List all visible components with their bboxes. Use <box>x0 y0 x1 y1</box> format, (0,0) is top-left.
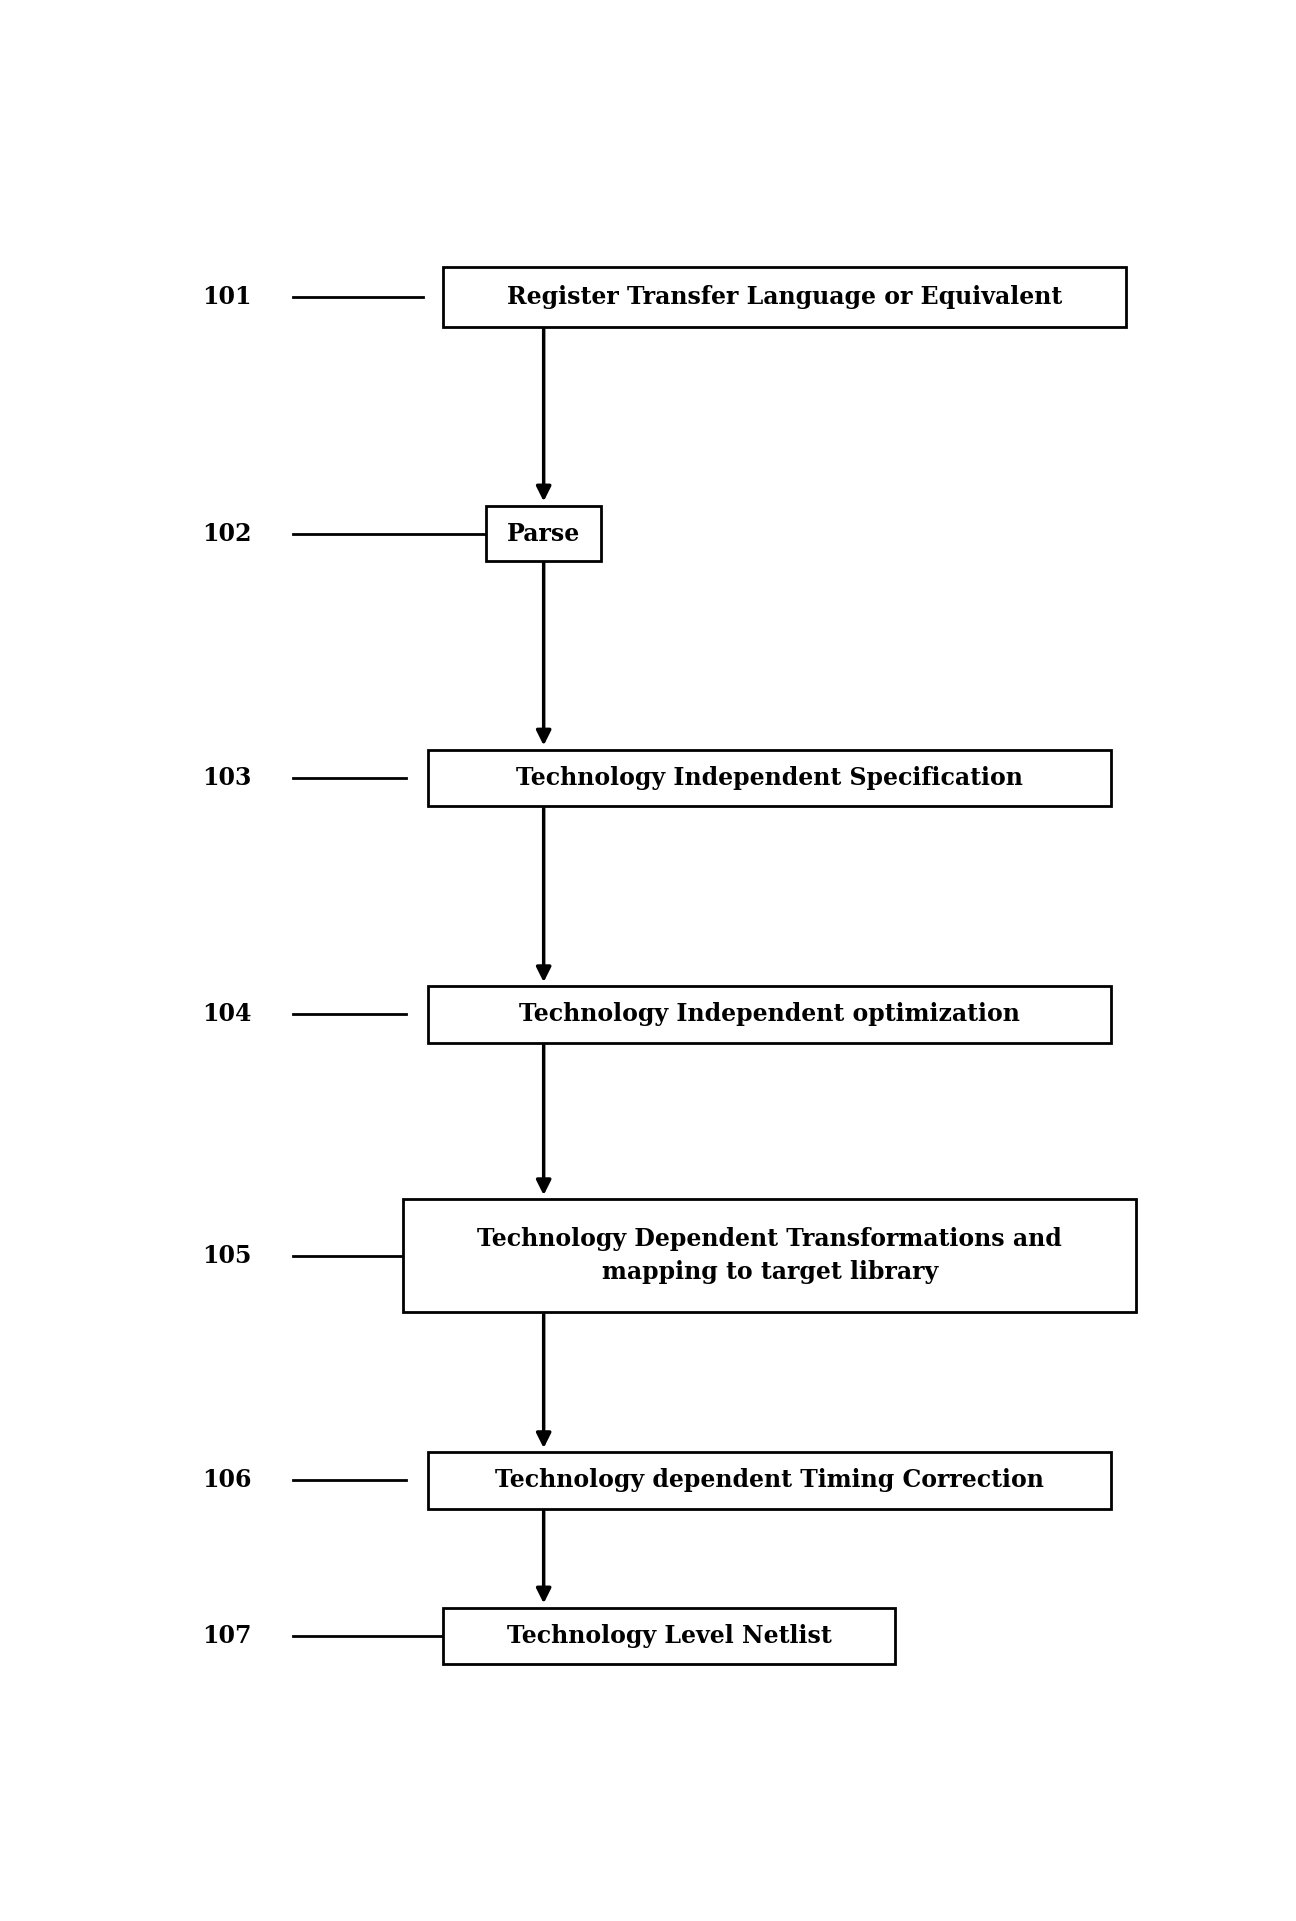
Bar <box>428 1452 1111 1508</box>
Text: Technology Dependent Transformations and
mapping to target library: Technology Dependent Transformations and… <box>477 1228 1061 1285</box>
Text: 103: 103 <box>202 766 251 790</box>
Text: 106: 106 <box>202 1468 251 1493</box>
Text: 105: 105 <box>202 1243 251 1268</box>
Bar <box>486 507 601 561</box>
Bar <box>428 749 1111 807</box>
Text: Technology Independent optimization: Technology Independent optimization <box>520 1003 1020 1026</box>
Bar <box>428 985 1111 1043</box>
Bar <box>443 267 1126 327</box>
Text: 104: 104 <box>202 1003 251 1026</box>
Text: 107: 107 <box>202 1623 251 1648</box>
Text: Technology Level Netlist: Technology Level Netlist <box>507 1623 832 1648</box>
Bar <box>403 1199 1137 1312</box>
Text: Technology Independent Specification: Technology Independent Specification <box>516 766 1023 790</box>
Text: 101: 101 <box>202 284 251 309</box>
Bar <box>443 1608 896 1664</box>
Text: Technology dependent Timing Correction: Technology dependent Timing Correction <box>495 1468 1045 1493</box>
Text: 102: 102 <box>202 523 251 546</box>
Text: Register Transfer Language or Equivalent: Register Transfer Language or Equivalent <box>507 284 1063 309</box>
Text: Parse: Parse <box>507 523 581 546</box>
